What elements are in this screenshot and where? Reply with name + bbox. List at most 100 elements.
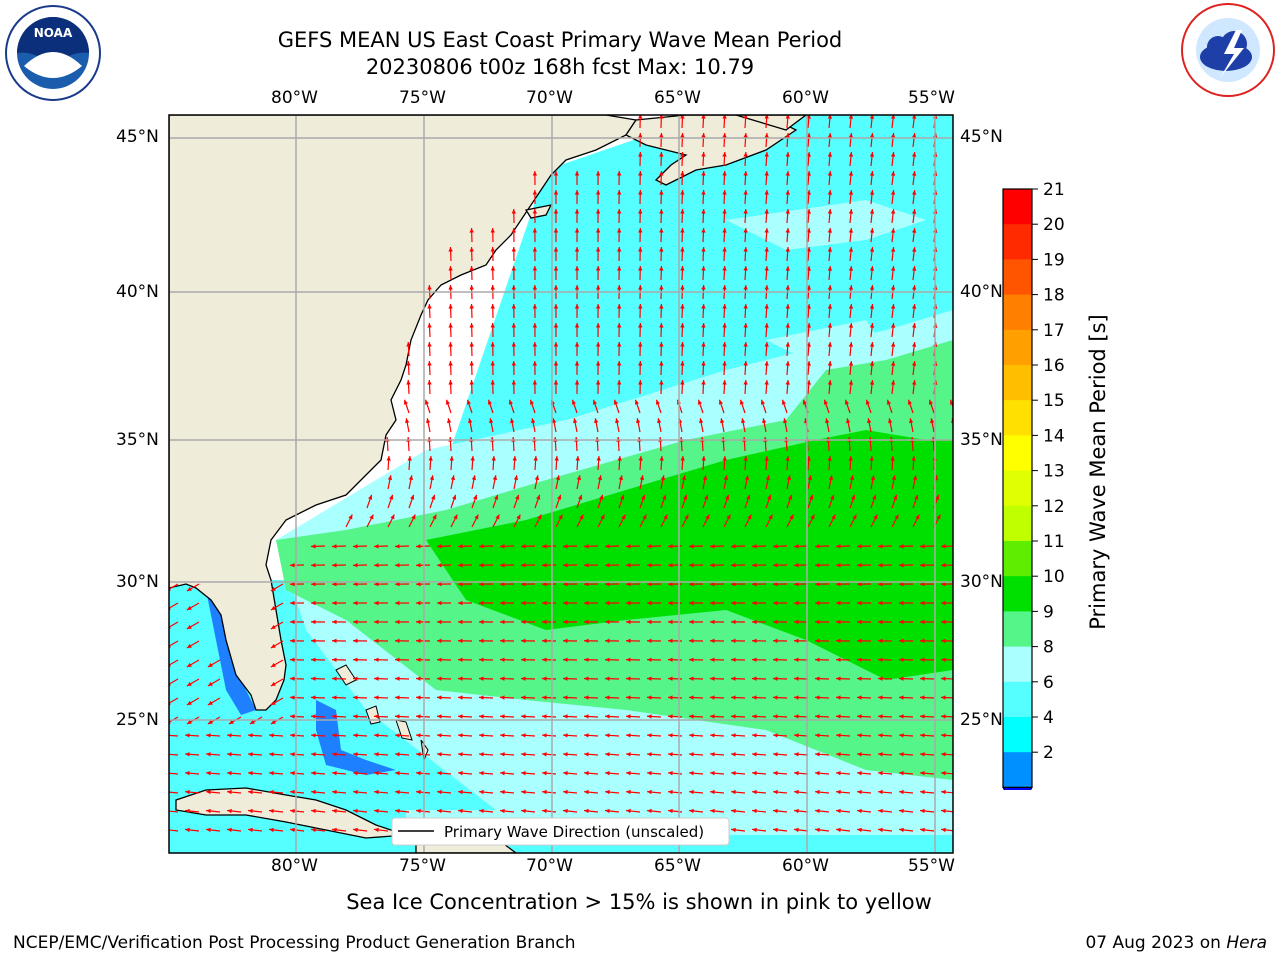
lat-label-right-35n: 35°N bbox=[960, 430, 1003, 450]
wave-arrow-head bbox=[941, 752, 946, 757]
wave-arrow-head bbox=[332, 619, 337, 625]
wave-arrow-head bbox=[448, 380, 453, 385]
wave-arrow-head bbox=[680, 152, 685, 157]
wave-arrow-head bbox=[500, 714, 505, 719]
wave-arrow-head bbox=[427, 285, 432, 290]
wave-arrow-head bbox=[395, 808, 400, 814]
wave-arrow-head bbox=[663, 514, 668, 520]
wave-arrow-head bbox=[638, 285, 643, 290]
wave-arrow-head bbox=[680, 133, 685, 138]
wave-arrow-head bbox=[752, 657, 757, 662]
wave-arrow-head bbox=[680, 228, 685, 233]
wave-arrow-head bbox=[500, 638, 505, 644]
wave-arrow-head bbox=[731, 714, 736, 719]
wave-arrow-head bbox=[490, 380, 495, 385]
wave-arrow-head bbox=[553, 209, 559, 214]
wave-arrow bbox=[954, 437, 955, 451]
wave-arrow-head bbox=[269, 808, 274, 814]
wave-arrow-head bbox=[248, 808, 253, 814]
wave-arrow-head bbox=[374, 714, 379, 719]
wave-arrow-head bbox=[332, 657, 337, 662]
wave-arrow-head bbox=[764, 247, 769, 252]
wave-arrow-head bbox=[890, 209, 896, 214]
wave-arrow-head bbox=[563, 733, 568, 738]
wave-arrow-head bbox=[722, 152, 727, 157]
wave-arrow-head bbox=[626, 714, 631, 719]
wave-arrow-head bbox=[760, 399, 765, 405]
wave-arrow-head bbox=[920, 638, 925, 644]
wave-arrow-head bbox=[311, 581, 316, 587]
wave-arrow-head bbox=[869, 209, 875, 214]
wave-arrow-head bbox=[836, 581, 841, 587]
wave-arrow-head bbox=[532, 304, 538, 309]
wave-arrow-head bbox=[836, 827, 841, 833]
wave-arrow-head bbox=[536, 494, 541, 500]
wave-arrow-head bbox=[848, 133, 854, 138]
wave-arrow-head bbox=[954, 342, 958, 347]
wave-arrow-head bbox=[680, 209, 685, 214]
wave-arrow-head bbox=[290, 600, 295, 606]
wave-arrow-head bbox=[575, 456, 580, 461]
wave-arrow-head bbox=[311, 733, 316, 738]
wave-arrow-head bbox=[689, 657, 694, 662]
wave-arrow-head bbox=[683, 494, 688, 500]
wave-arrow-head bbox=[954, 361, 958, 366]
wave-arrow-head bbox=[773, 619, 778, 625]
wave-arrow-head bbox=[689, 808, 694, 814]
wave-arrow-head bbox=[954, 114, 958, 119]
wave-arrow-head bbox=[495, 514, 500, 520]
wave-arrow-head bbox=[764, 152, 769, 157]
wave-arrow-head bbox=[386, 456, 391, 461]
wave-arrow-head bbox=[613, 399, 618, 405]
wave-arrow-head bbox=[534, 475, 540, 481]
lat-label-left-40n: 40°N bbox=[116, 282, 159, 302]
wave-arrow-head bbox=[857, 827, 862, 833]
wave-arrow-head bbox=[680, 115, 685, 119]
wave-arrow-head bbox=[617, 304, 622, 309]
wave-arrow-head bbox=[920, 808, 925, 814]
wave-arrow-head bbox=[206, 752, 211, 757]
wave-arrow-head bbox=[722, 323, 727, 328]
wave-arrow-head bbox=[500, 581, 505, 587]
wave-arrow-head bbox=[794, 676, 799, 681]
wave-arrow-head bbox=[599, 494, 604, 500]
wave-arrow-head bbox=[911, 266, 917, 271]
wave-arrow-head bbox=[511, 285, 517, 290]
wave-arrow-head bbox=[659, 209, 664, 214]
wave-arrow-head bbox=[513, 475, 519, 481]
wave-arrow-head bbox=[701, 228, 706, 233]
wave-arrow-head bbox=[911, 361, 917, 366]
wave-arrow-head bbox=[490, 285, 495, 290]
wave-arrow-head bbox=[823, 399, 828, 405]
wave-arrow-head bbox=[890, 247, 896, 252]
wave-arrow-head bbox=[878, 789, 883, 795]
land-cape-cod bbox=[524, 204, 553, 219]
wave-arrow-head bbox=[680, 247, 685, 252]
wave-arrow-head bbox=[764, 190, 769, 195]
wave-arrow-head bbox=[636, 418, 641, 424]
wave-arrow-head bbox=[815, 581, 820, 587]
wave-arrow-head bbox=[710, 600, 715, 606]
wave-arrow-head bbox=[500, 657, 505, 662]
wave-arrow-head bbox=[353, 752, 358, 757]
wave-arrow bbox=[955, 190, 957, 204]
wave-arrow-head bbox=[490, 228, 495, 233]
wave-arrow-head bbox=[827, 152, 833, 157]
lon-label-top-55w: 55°W bbox=[908, 88, 955, 108]
wave-arrow-head bbox=[920, 657, 925, 662]
wave-arrow-head bbox=[206, 771, 211, 776]
wave-arrow-head bbox=[270, 605, 276, 610]
wave-arrow-head bbox=[617, 266, 622, 271]
lat-label-left-35n: 35°N bbox=[116, 430, 159, 450]
wave-arrow-head bbox=[890, 266, 896, 271]
wave-arrow-head bbox=[449, 456, 454, 461]
wave-arrow-head bbox=[638, 361, 643, 366]
gulf-period-4-6 bbox=[206, 590, 396, 810]
wave-arrow-head bbox=[437, 789, 442, 795]
colorbar-tick-label: 4 bbox=[1043, 708, 1054, 728]
wave-arrow-head bbox=[416, 752, 421, 757]
wave-arrow-head bbox=[638, 133, 643, 138]
wave-arrow-head bbox=[290, 581, 295, 587]
wave-arrow-head bbox=[773, 827, 778, 833]
wave-arrow-head bbox=[764, 456, 769, 461]
